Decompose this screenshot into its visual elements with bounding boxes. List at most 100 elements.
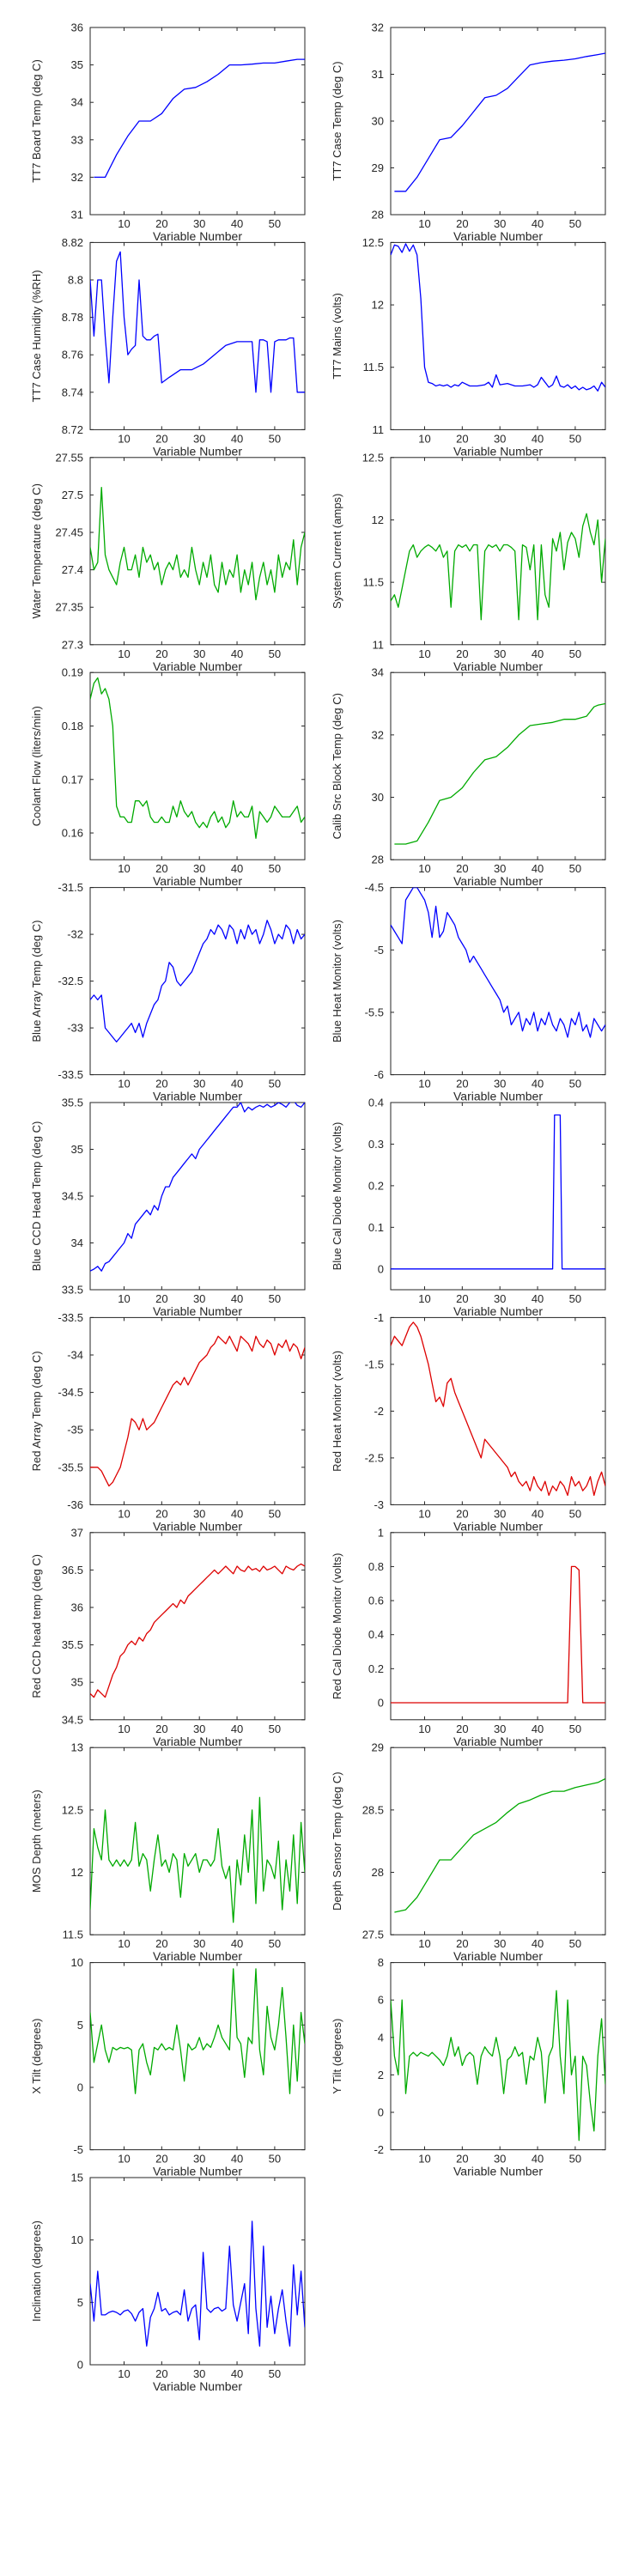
series-line xyxy=(90,487,305,601)
x-tick-label: 50 xyxy=(569,862,581,875)
x-tick-label: 30 xyxy=(193,1722,205,1735)
x-tick-label: 20 xyxy=(456,1078,468,1091)
y-tick-label: 27.3 xyxy=(62,638,83,651)
x-tick-label: 40 xyxy=(231,1937,243,1950)
y-tick-label: 31 xyxy=(372,68,384,81)
x-tick-label: 20 xyxy=(155,862,167,875)
x-tick-label: 50 xyxy=(569,1078,581,1091)
y-tick-label: -5.5 xyxy=(365,1005,384,1018)
y-tick-label: -6 xyxy=(374,1068,384,1081)
y-axis-label: TT7 Case Temp (deg C) xyxy=(331,61,343,180)
x-tick-label: 50 xyxy=(569,1722,581,1735)
y-axis-label: Coolant Flow (liters/min) xyxy=(30,706,43,826)
y-axis-label: Blue CCD Head Temp (deg C) xyxy=(30,1121,43,1272)
x-tick-label: 40 xyxy=(231,1292,243,1305)
y-tick-label: 34.5 xyxy=(62,1190,83,1203)
series-line xyxy=(94,58,305,179)
x-tick-label: 10 xyxy=(118,1078,130,1091)
x-tick-label: 30 xyxy=(193,2153,205,2166)
subplot-14: 10 20 30 40 50 -3 -2.5 -2 -1.5 -1 Variable Number R… xyxy=(331,1311,606,1533)
y-tick-label: -36 xyxy=(67,1498,83,1511)
y-axis-label: Red CCD head temp (deg C) xyxy=(30,1554,43,1698)
y-tick-label: 11 xyxy=(373,423,385,436)
y-tick-label: 0.4 xyxy=(368,1628,384,1641)
y-tick-label: -32.5 xyxy=(58,975,83,987)
y-tick-label: 30 xyxy=(372,115,384,128)
y-tick-label: -4.5 xyxy=(365,881,384,894)
subplot-18: 10 20 30 40 50 27.5 28 28.5 29 Variable Number Dep… xyxy=(331,1741,606,1963)
y-tick-label: 11.5 xyxy=(363,576,384,589)
y-tick-label: -32 xyxy=(67,928,83,941)
y-tick-label: 5 xyxy=(77,2296,83,2309)
y-tick-label: -34.5 xyxy=(58,1386,83,1399)
y-tick-label: 34 xyxy=(372,666,384,679)
x-axis-label: Variable Number xyxy=(153,1949,242,1963)
series-line xyxy=(391,1114,605,1270)
x-tick-label: 30 xyxy=(193,2367,205,2380)
x-axis-label: Variable Number xyxy=(153,2165,242,2178)
x-tick-label: 10 xyxy=(418,647,430,660)
y-tick-label: 10 xyxy=(71,1956,83,1969)
y-tick-label: -1.5 xyxy=(365,1358,384,1370)
y-tick-label: 36.5 xyxy=(62,1564,83,1577)
series-line xyxy=(90,1103,305,1272)
subplot-6: 10 20 30 40 50 11 11.5 12 12.5 Variable Number Sys… xyxy=(331,451,606,673)
y-tick-label: 1 xyxy=(378,1526,384,1539)
x-axis-label: Variable Number xyxy=(153,1735,242,1748)
y-tick-label: 10 xyxy=(71,2233,83,2246)
plot-frame xyxy=(89,1316,306,1505)
y-tick-label: 0.8 xyxy=(368,1560,384,1573)
y-tick-label: 0 xyxy=(77,2081,83,2093)
subplot-16: 10 20 30 40 50 0 0.2 0.4 0.6 0.8 1 Variable Number R… xyxy=(331,1526,606,1748)
y-tick-label: 32 xyxy=(372,728,384,741)
x-axis-label: Variable Number xyxy=(453,1304,543,1318)
subplot-9: 10 20 30 40 50 -33.5 -33 -32.5 -32 -31.5 Variable … xyxy=(30,881,306,1103)
y-tick-label: -33.5 xyxy=(58,1311,83,1324)
y-tick-label: 30 xyxy=(372,791,384,804)
y-tick-label: 12.5 xyxy=(362,451,384,464)
x-tick-label: 50 xyxy=(569,1507,581,1520)
plot-frame xyxy=(390,887,606,1076)
plot-frame xyxy=(390,27,606,216)
x-tick-label: 30 xyxy=(494,1078,506,1091)
x-tick-label: 50 xyxy=(269,2153,281,2166)
x-axis-label: Variable Number xyxy=(453,2165,543,2178)
subplot-21: 10 20 30 40 50 0 5 10 15 Variable Number Inclinati… xyxy=(30,2172,306,2393)
x-tick-label: 10 xyxy=(118,1507,130,1520)
y-tick-label: 32 xyxy=(71,171,83,184)
y-tick-label: 12 xyxy=(372,299,384,312)
x-tick-label: 20 xyxy=(155,217,167,230)
y-tick-label: -35.5 xyxy=(58,1461,83,1473)
x-tick-label: 30 xyxy=(494,1292,506,1305)
y-axis-label: System Current (amps) xyxy=(331,494,343,609)
y-tick-label: 0.17 xyxy=(62,773,83,786)
x-tick-label: 10 xyxy=(118,2153,130,2166)
y-axis-label: Blue Heat Monitor (volts) xyxy=(331,920,343,1042)
x-tick-label: 50 xyxy=(269,1507,281,1520)
y-tick-label: 8.72 xyxy=(62,423,83,436)
x-axis-label: Variable Number xyxy=(453,1949,543,1963)
x-tick-label: 20 xyxy=(155,2367,167,2380)
x-axis-label: Variable Number xyxy=(153,229,242,243)
subplot-3: 10 20 30 40 50 8.72 8.74 8.76 8.78 8.8 8.82 Variabl… xyxy=(30,236,306,458)
y-axis-label: Blue Cal Diode Monitor (volts) xyxy=(331,1122,343,1271)
subplot-8: 10 20 30 40 50 28 30 32 34 Variable Number Calib S… xyxy=(331,666,606,888)
y-tick-label: 6 xyxy=(378,1994,384,2007)
plot-frame xyxy=(390,1316,606,1505)
series-line xyxy=(90,677,305,839)
x-tick-label: 30 xyxy=(193,217,205,230)
x-tick-label: 30 xyxy=(193,1078,205,1091)
x-tick-label: 30 xyxy=(494,2153,506,2166)
plot-frame xyxy=(390,1102,606,1291)
y-tick-label: 0.6 xyxy=(368,1595,384,1607)
x-axis-label: Variable Number xyxy=(453,1735,543,1748)
x-tick-label: 20 xyxy=(456,1937,468,1950)
x-tick-label: 20 xyxy=(456,647,468,660)
series-line xyxy=(90,920,305,1043)
x-tick-label: 30 xyxy=(193,432,205,445)
x-tick-label: 10 xyxy=(418,862,430,875)
x-axis-label: Variable Number xyxy=(453,1090,543,1103)
subplot-11: 10 20 30 40 50 33.5 34 34.5 35 35.5 Variable Numbe… xyxy=(30,1097,306,1318)
y-tick-label: 27.5 xyxy=(362,1929,384,1941)
x-tick-label: 10 xyxy=(418,1722,430,1735)
